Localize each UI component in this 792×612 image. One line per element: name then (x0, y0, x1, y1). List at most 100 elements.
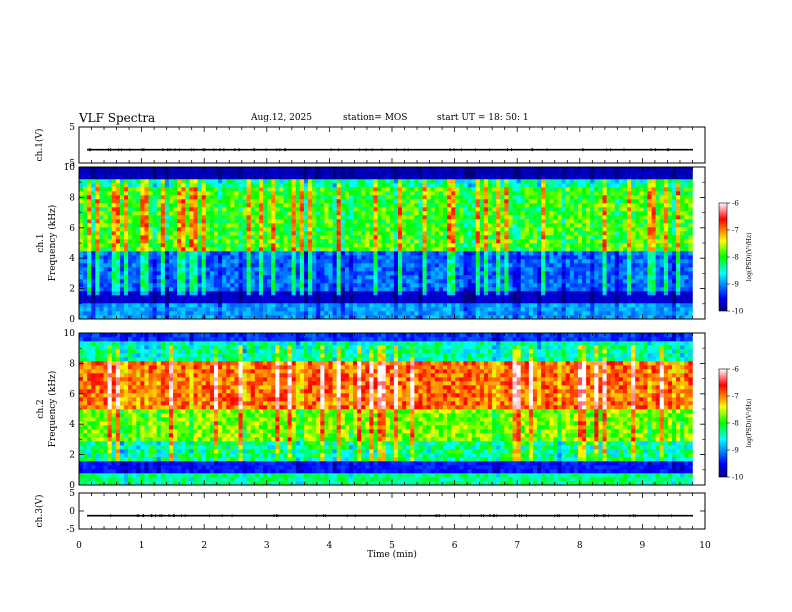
heatmap-cell (95, 239, 100, 244)
heatmap-cell (426, 251, 432, 256)
heatmap-cell (148, 239, 153, 244)
heatmap-cell (561, 307, 566, 312)
heatmap-cell (160, 255, 166, 260)
heatmap-cell (99, 207, 104, 212)
heatmap-cell (447, 259, 452, 264)
heatmap-cell (369, 287, 374, 292)
heatmap-cell (582, 307, 587, 312)
heatmap-cell (279, 171, 284, 176)
heatmap-cell (308, 215, 313, 220)
heatmap-cell (291, 171, 297, 176)
heatmap-cell (434, 187, 440, 192)
heatmap-cell (377, 223, 382, 228)
heatmap-cell (115, 267, 121, 272)
heatmap-cell (226, 215, 231, 220)
heatmap-cell (336, 279, 342, 284)
heatmap-cell (353, 195, 358, 200)
heatmap-cell (447, 243, 452, 248)
heatmap-cell (303, 259, 309, 264)
heatmap-cell (91, 235, 96, 240)
heatmap-cell (516, 247, 522, 252)
heatmap-cell (573, 223, 579, 228)
heatmap-cell (205, 207, 211, 212)
heatmap-cell (459, 303, 464, 308)
heatmap-cell (357, 291, 362, 296)
heatmap-cell (181, 183, 186, 188)
heatmap-cell (373, 311, 378, 316)
heatmap-cell (189, 191, 194, 196)
heatmap-cell (336, 243, 342, 248)
heatmap-cell (357, 279, 362, 284)
heatmap-cell (504, 243, 509, 248)
heatmap-cell (381, 183, 387, 188)
heatmap-cell (426, 303, 432, 308)
heatmap-cell (115, 219, 121, 224)
heatmap-cell (553, 191, 558, 196)
heatmap-cell (275, 219, 280, 224)
heatmap-cell (463, 239, 468, 244)
heatmap-cell (152, 275, 158, 280)
heatmap-cell (492, 167, 497, 172)
heatmap-cell (528, 215, 534, 220)
heatmap-cell (111, 251, 117, 256)
heatmap-cell (569, 231, 575, 236)
heatmap-cell (487, 235, 493, 240)
heatmap-cell (119, 239, 125, 244)
heatmap-cell (111, 259, 117, 264)
ch1-waveform-panel: 5-5 ch.1(V) (34, 123, 706, 169)
heatmap-cell (128, 203, 133, 208)
heatmap-cell (385, 279, 391, 284)
heatmap-cell (577, 299, 583, 304)
heatmap-cell (516, 175, 522, 180)
heatmap-cell (168, 295, 174, 300)
heatmap-cell (213, 187, 219, 192)
heatmap-cell (553, 195, 558, 200)
heatmap-cell (258, 311, 264, 316)
heatmap-cell (222, 167, 227, 172)
heatmap-cell (189, 291, 194, 296)
heatmap-cell (332, 167, 337, 172)
heatmap-cell (246, 295, 252, 300)
heatmap-cell (524, 287, 530, 292)
heatmap-cell (222, 239, 227, 244)
heatmap-cell (324, 223, 329, 228)
heatmap-cell (99, 311, 104, 316)
heatmap-cell (512, 223, 517, 228)
heatmap-cell (336, 227, 342, 232)
heatmap-cell (561, 315, 566, 320)
heatmap-cell (283, 263, 288, 268)
heatmap-cell (594, 219, 599, 224)
heatmap-cell (160, 291, 166, 296)
heatmap-cell (520, 263, 526, 268)
heatmap-cell (369, 179, 374, 184)
heatmap-cell (344, 231, 350, 236)
heatmap-cell (189, 203, 194, 208)
heatmap-cell (107, 219, 113, 224)
heatmap-cell (226, 267, 231, 272)
heatmap-cell (79, 275, 84, 280)
heatmap-cell (205, 191, 211, 196)
heatmap-cell (586, 307, 591, 312)
heatmap-cell (569, 215, 575, 220)
heatmap-cell (103, 219, 108, 224)
heatmap-cell (299, 207, 305, 212)
heatmap-cell (123, 315, 129, 320)
heatmap-cell (201, 223, 207, 228)
heatmap-cell (487, 231, 493, 236)
heatmap-cell (258, 303, 264, 308)
heatmap-cell (557, 311, 562, 316)
heatmap-cell (168, 279, 174, 284)
heatmap-cell (234, 183, 239, 188)
heatmap-cell (393, 267, 399, 272)
heatmap-cell (222, 223, 227, 228)
heatmap-cell (430, 255, 436, 260)
heatmap-cell (234, 227, 239, 232)
heatmap-cell (414, 171, 419, 176)
heatmap-cell (107, 263, 113, 268)
heatmap-cell (103, 251, 108, 256)
heatmap-cell (222, 207, 227, 212)
heatmap-cell (87, 239, 92, 244)
heatmap-cell (492, 179, 497, 184)
heatmap-cell (95, 247, 100, 252)
heatmap-cell (537, 291, 542, 296)
